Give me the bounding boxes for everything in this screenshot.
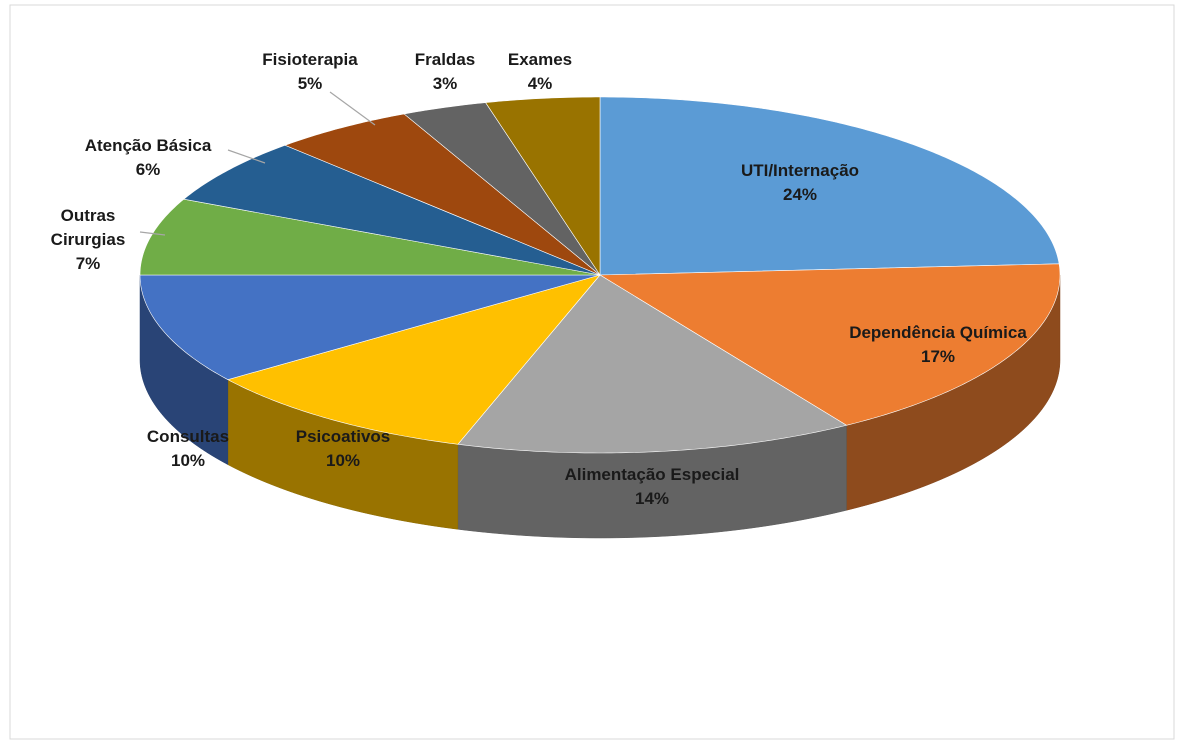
data-label: UTI/Internação 24%: [741, 159, 859, 207]
slice: [139, 274, 601, 380]
value-label: 7%: [75, 254, 101, 273]
slice: [227, 274, 601, 445]
value-label: 10%: [325, 451, 361, 470]
category-label: Exames: [507, 50, 573, 69]
slice: [183, 144, 601, 276]
category-label: Fisioterapia: [262, 50, 358, 69]
category-label: Alimentação Especial: [564, 465, 740, 484]
data-label: Exames 4%: [508, 48, 572, 96]
category-label: UTI/Internação: [740, 161, 860, 180]
value-label: 14%: [634, 489, 670, 508]
data-label: Psicoativos 10%: [296, 425, 391, 473]
slice: [599, 96, 1060, 276]
value-label: 17%: [920, 347, 956, 366]
slice: [139, 198, 601, 276]
data-label: Outras Cirurgias 7%: [43, 204, 133, 276]
slice: [485, 96, 601, 276]
value-label: 3%: [432, 74, 458, 93]
category-label: Fraldas: [414, 50, 476, 69]
slice: [457, 274, 848, 454]
chart-border: [9, 4, 1175, 740]
value-label: 24%: [782, 185, 818, 204]
category-label: Atenção Básica: [84, 136, 212, 155]
value-label: 6%: [135, 160, 161, 179]
data-label: Dependência Química 17%: [849, 321, 1027, 369]
data-label: Alimentação Especial 14%: [565, 463, 740, 511]
data-label: Fraldas 3%: [415, 48, 475, 96]
leader-line: [139, 231, 166, 236]
slice: [403, 102, 601, 276]
category-label: Consultas: [146, 427, 230, 446]
data-label: Fisioterapia 5%: [262, 48, 357, 96]
data-label: Consultas 10%: [147, 425, 229, 473]
category-label: Outras Cirurgias: [50, 206, 126, 249]
slice: [284, 113, 601, 276]
slice: [598, 263, 1061, 426]
value-label: 5%: [297, 74, 323, 93]
data-label: Atenção Básica 6%: [85, 134, 212, 182]
leader-line: [227, 149, 266, 164]
value-label: 4%: [527, 74, 553, 93]
category-label: Dependência Química: [849, 323, 1027, 342]
value-label: 10%: [170, 451, 206, 470]
leader-line: [329, 91, 376, 126]
category-label: Psicoativos: [295, 427, 391, 446]
